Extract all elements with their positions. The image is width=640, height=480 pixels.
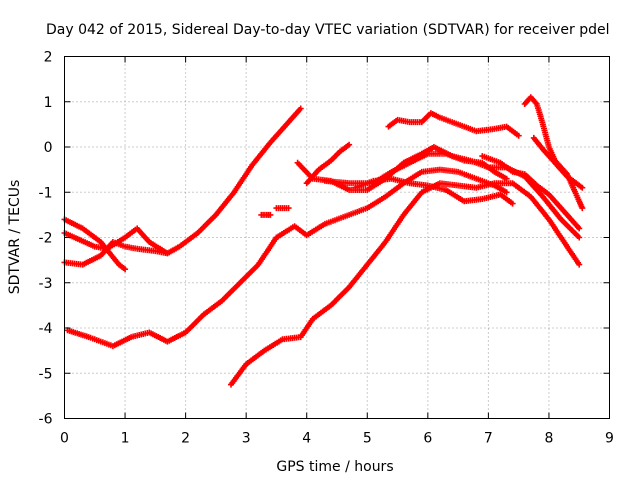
x-tick-label: 0: [60, 431, 69, 447]
y-tick-label: 1: [44, 95, 53, 111]
series-arc-15: [530, 134, 586, 191]
x-tick-label: 6: [423, 431, 432, 447]
y-tick-label: -1: [39, 185, 53, 201]
y-tick-label: -3: [39, 276, 53, 292]
series-layer: [61, 94, 586, 388]
series-arc-9: [294, 144, 583, 241]
x-tick-label: 8: [544, 431, 553, 447]
x-axis-label: GPS time / hours: [276, 459, 393, 475]
y-axis-label: SDTVAR / TECUs: [7, 180, 23, 295]
x-tick-label: 1: [121, 431, 130, 447]
y-tick-label: -2: [39, 231, 53, 247]
x-tick-label: 2: [181, 431, 190, 447]
y-tick-label: -4: [39, 321, 53, 337]
x-tick-label: 3: [242, 431, 251, 447]
series-arc-4: [64, 166, 510, 350]
y-tick-label: -6: [39, 412, 53, 428]
series-arc-2: [61, 105, 304, 257]
series-arc-7: [273, 205, 292, 212]
x-tick-label: 4: [302, 431, 311, 447]
series-arc-13: [479, 153, 583, 232]
series-arc-12: [352, 175, 516, 207]
grid: [64, 56, 610, 419]
series-arc-14: [521, 94, 586, 212]
series-arc-11: [385, 110, 522, 139]
y-tick-label: 2: [44, 50, 53, 66]
series-arc-5: [228, 180, 583, 388]
axis-ticks: [64, 56, 610, 419]
chart-title: Day 042 of 2015, Sidereal Day-to-day VTE…: [46, 22, 610, 38]
y-tick-label: 0: [44, 140, 53, 156]
y-tick-label: -5: [39, 366, 53, 382]
x-tick-label: 5: [363, 431, 372, 447]
x-tick-label: 7: [484, 431, 493, 447]
series-arc-6: [258, 211, 274, 218]
x-tick-label: 9: [605, 431, 614, 447]
